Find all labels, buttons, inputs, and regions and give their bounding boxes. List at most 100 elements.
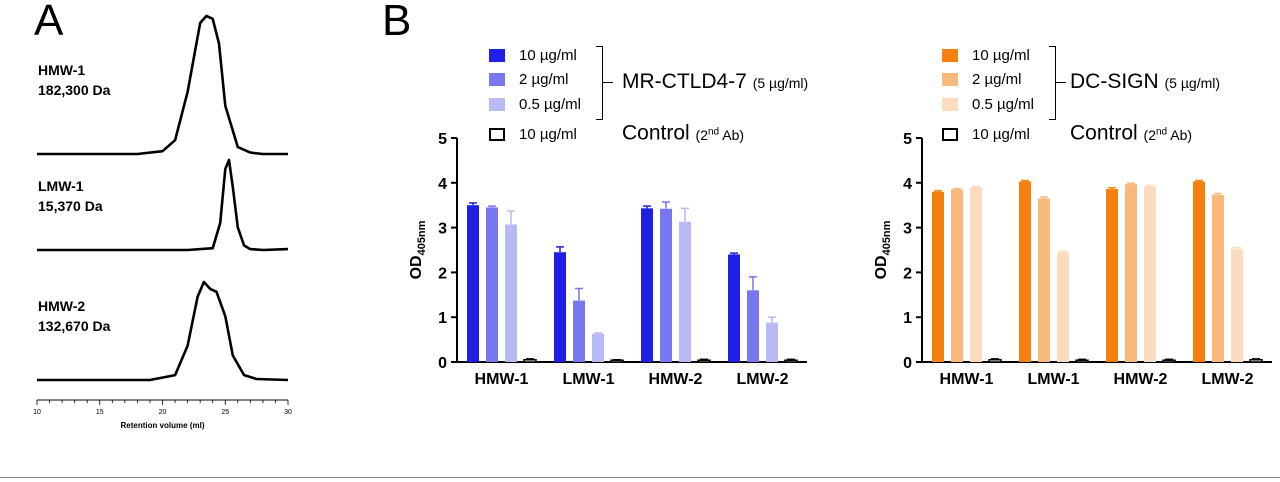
- legend-label: 10 µg/ml: [972, 47, 1030, 64]
- control-open-label: (2: [695, 126, 708, 143]
- bar-hmw-2-series-3: [697, 359, 711, 363]
- x-tick-label: 25: [221, 409, 229, 416]
- legend-label: 2 µg/ml: [972, 71, 1022, 88]
- x-tick-label: 30: [284, 409, 292, 416]
- bar-hmw-1-series-1: [951, 189, 963, 362]
- group-sub-label: (5 µg/ml): [752, 75, 809, 91]
- y-axis-label-main: OD: [873, 255, 890, 279]
- bar-lmw-2-series-0: [1193, 181, 1205, 362]
- right-group-title: DC-SIGN (5 µg/ml): [1070, 70, 1220, 95]
- bar-hmw-1-series-2: [970, 187, 982, 362]
- y-tick-label: 0: [438, 355, 447, 372]
- sample-label-hmw1: HMW-1 182,300 Da: [38, 60, 110, 100]
- legend-bracket: [596, 46, 603, 120]
- x-category-label: HMW-2: [1114, 371, 1168, 388]
- legend-swatch: [942, 98, 958, 111]
- bar-chart-left: 0 1 2 3 4 5 OD405nm HMW-1 LMW-1 HMW-2 LMW-2: [408, 131, 807, 388]
- bar-chart-right: 0 1 2 3 4 5 OD405nm HMW-1 LMW-1 HMW-2 LMW-2: [873, 131, 1272, 388]
- x-category-label: LMW-1: [1027, 371, 1079, 388]
- x-category-label: HMW-1: [940, 371, 994, 388]
- chromatogram-trace-hmw-1: [37, 14, 288, 156]
- panel-a-letter: A: [34, 0, 64, 45]
- legend-swatch: [489, 128, 505, 141]
- y-tick-label: 3: [903, 221, 912, 238]
- bar-lmw-1-series-0: [1019, 181, 1031, 362]
- legend-label: 10 µg/ml: [519, 126, 577, 143]
- bar-lmw-1-series-3: [1075, 359, 1089, 363]
- y-axis-label-sub: 405nm: [416, 220, 428, 255]
- chromatogram-trace-hmw-2: [37, 280, 289, 382]
- right-control-title: Control (2nd Ab): [1070, 120, 1192, 147]
- bar-lmw-2-series-0: [728, 254, 740, 362]
- bar-lmw-1-series-2: [592, 333, 604, 362]
- bar-hmw-2-series-2: [1144, 186, 1156, 362]
- sample-mw: 132,670 Da: [38, 318, 111, 334]
- legend-bracket: [1049, 46, 1056, 120]
- sample-label-lmw1: LMW-1 15,370 Da: [38, 176, 103, 216]
- x-tick-label: 15: [96, 409, 104, 416]
- chromatogram-plot: 10 15 20 25 30 Retention volume (ml): [33, 14, 292, 430]
- y-tick-label: 0: [903, 355, 912, 372]
- y-tick-label: 5: [438, 131, 447, 148]
- y-tick-label: 4: [438, 176, 447, 193]
- control-sup-label: nd: [1156, 126, 1168, 137]
- y-tick-label: 2: [438, 265, 447, 282]
- control-open-label: (2: [1143, 126, 1156, 143]
- y-tick-label: 5: [903, 131, 912, 148]
- bar-hmw-1-series-0: [932, 191, 944, 362]
- control-close-label: Ab): [719, 126, 745, 143]
- sample-name: LMW-1: [38, 178, 84, 194]
- bar-lmw-1-series-2: [1057, 252, 1069, 362]
- legend-swatch: [489, 49, 505, 62]
- bar-lmw-2-series-2: [766, 322, 778, 362]
- legend-swatch: [489, 98, 505, 111]
- legend-bracket-tick: [603, 82, 613, 83]
- y-tick-label: 3: [438, 221, 447, 238]
- legend-label: 2 µg/ml: [519, 71, 569, 88]
- bar-hmw-2-series-1: [1125, 184, 1137, 362]
- bar-lmw-2-series-1: [747, 290, 759, 362]
- y-axis-label-main: OD: [408, 255, 425, 279]
- panel-b-letter: B: [382, 0, 412, 45]
- legend-label: 10 µg/ml: [519, 47, 577, 64]
- sample-name: HMW-1: [38, 62, 86, 78]
- bar-hmw-1-series-3: [523, 359, 537, 363]
- sample-label-hmw2: HMW-2 132,670 Da: [38, 296, 110, 336]
- group-main-label: DC-SIGN: [1070, 70, 1159, 93]
- x-tick-label: 20: [159, 409, 167, 416]
- bar-lmw-2-series-3: [784, 359, 798, 363]
- y-tick-label: 1: [438, 310, 447, 327]
- left-group-title: MR-CTLD4-7 (5 µg/ml): [622, 70, 808, 95]
- control-main-label: Control: [1070, 121, 1138, 145]
- bar-hmw-1-series-1: [486, 207, 498, 362]
- control-sup-label: nd: [708, 126, 720, 137]
- legend-label: 0.5 µg/ml: [519, 96, 581, 113]
- x-category-label: LMW-1: [562, 371, 614, 388]
- bar-lmw-2-series-3: [1249, 359, 1263, 363]
- legend-label: 10 µg/ml: [972, 126, 1030, 143]
- legend-swatch: [942, 128, 958, 141]
- legend-bracket-tick: [1056, 82, 1066, 83]
- y-axis-label-sub: 405nm: [881, 220, 893, 255]
- bar-lmw-1-series-1: [573, 300, 585, 362]
- sample-mw: 182,300 Da: [38, 82, 111, 98]
- legend-swatch: [942, 49, 958, 62]
- bar-hmw-1-series-0: [467, 205, 479, 362]
- group-sub-label: (5 µg/ml): [1164, 75, 1221, 91]
- bar-lmw-2-series-2: [1231, 249, 1243, 362]
- bar-lmw-1-series-1: [1038, 198, 1050, 362]
- sample-mw: 15,370 Da: [38, 198, 103, 214]
- x-category-label: LMW-2: [736, 371, 788, 388]
- y-axis-label: OD405nm: [408, 220, 428, 279]
- chromatogram-trace-lmw-1: [37, 158, 289, 252]
- legend-swatch: [489, 73, 505, 86]
- bar-hmw-2-series-0: [641, 208, 653, 362]
- bar-hmw-2-series-1: [660, 208, 672, 362]
- bottom-rule: [0, 477, 1280, 478]
- bar-lmw-2-series-1: [1212, 194, 1224, 362]
- y-axis-label: OD405nm: [873, 220, 893, 279]
- legend-label: 0.5 µg/ml: [972, 96, 1034, 113]
- control-close-label: Ab): [1167, 126, 1193, 143]
- group-main-label: MR-CTLD4-7: [622, 70, 747, 93]
- x-category-label: HMW-1: [475, 371, 529, 388]
